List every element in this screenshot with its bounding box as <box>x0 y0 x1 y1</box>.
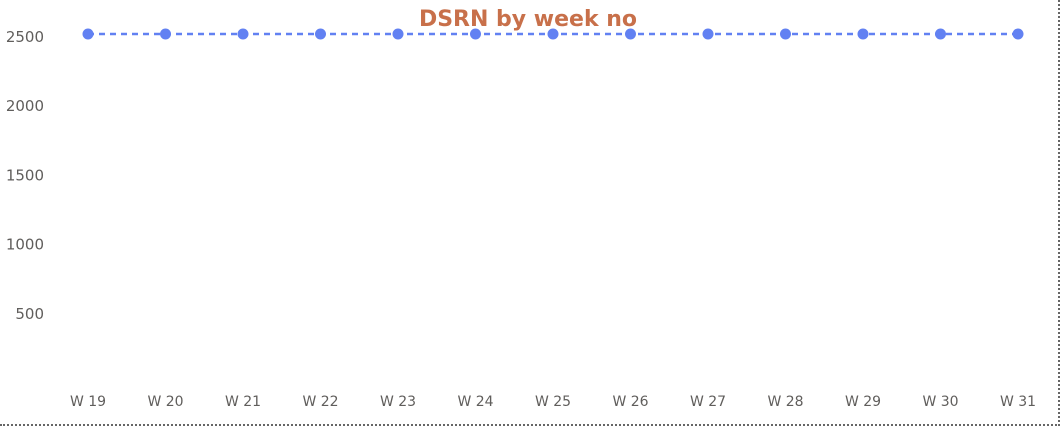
x-tick-label: W 29 <box>845 394 881 410</box>
x-tick-label: W 27 <box>690 394 726 410</box>
series-layer <box>82 28 1024 40</box>
x-tick-label: W 25 <box>535 394 571 410</box>
y-tick-label: 2500 <box>6 28 44 46</box>
x-tick-label: W 22 <box>302 394 338 410</box>
x-tick-label: W 19 <box>70 394 106 410</box>
data-point[interactable] <box>702 28 714 40</box>
data-point[interactable] <box>392 28 404 40</box>
data-point[interactable] <box>315 28 326 40</box>
x-tick-label: W 24 <box>457 394 493 410</box>
x-tick-label: W 20 <box>147 394 183 410</box>
x-tick-label: W 26 <box>612 394 648 410</box>
chart-title: DSRN by week no <box>419 7 637 32</box>
data-point[interactable] <box>82 28 94 40</box>
data-point[interactable] <box>160 28 171 40</box>
x-tick-label: W 21 <box>225 394 261 410</box>
y-tick-label: 1000 <box>6 236 44 254</box>
data-point[interactable] <box>857 28 869 40</box>
x-tick-label: W 28 <box>767 394 803 410</box>
y-tick-label: 1500 <box>6 166 44 184</box>
x-tick-label: W 30 <box>922 394 958 410</box>
x-axis: W 19 W 20 W 21 W 22 W 23 W 24 W 25 W 26 W 27 W 28… <box>70 394 1036 410</box>
data-point[interactable] <box>780 28 791 40</box>
y-tick-label: 2000 <box>6 97 44 115</box>
y-tick-label: 500 <box>15 305 44 323</box>
data-point[interactable] <box>625 28 636 40</box>
x-tick-label: W 23 <box>380 394 416 410</box>
data-point[interactable] <box>237 28 249 40</box>
x-tick-label: W 31 <box>1000 394 1036 410</box>
data-point[interactable] <box>470 28 481 40</box>
data-point[interactable] <box>935 28 946 40</box>
data-point[interactable] <box>1012 28 1024 40</box>
y-axis: 500 1000 1500 2000 2500 <box>6 28 44 323</box>
data-point[interactable] <box>547 28 559 40</box>
